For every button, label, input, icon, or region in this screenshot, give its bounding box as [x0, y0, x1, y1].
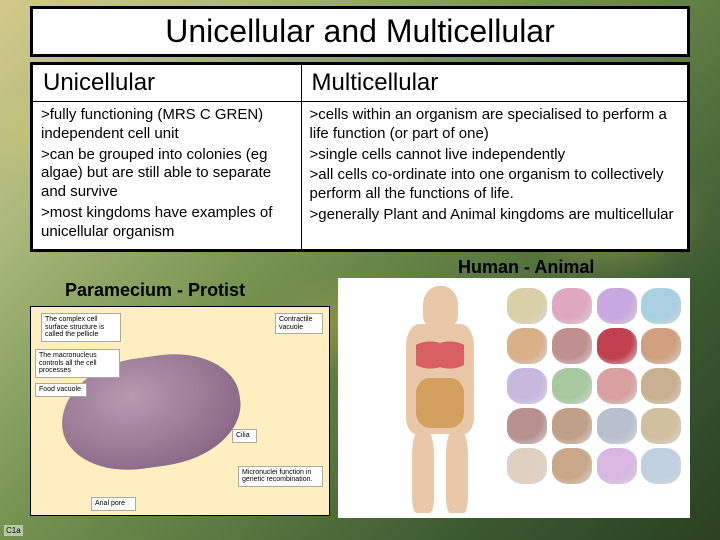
body-multicellular: >cells within an organism are specialise… [301, 102, 687, 250]
page-title: Unicellular and Multicellular [45, 13, 675, 50]
paramecium-diagram: The complex cell surface structure is ca… [30, 306, 330, 516]
organ-thumb [597, 288, 637, 324]
caption-human: Human - Animal [458, 257, 594, 278]
point: >generally Plant and Animal kingdoms are… [310, 206, 679, 225]
organ-thumb [641, 408, 681, 444]
organ-thumb [641, 328, 681, 364]
organ-thumb [641, 368, 681, 404]
point: >most kingdoms have examples of unicellu… [41, 204, 293, 242]
point: >fully functioning (MRS C GREN) independ… [41, 106, 293, 144]
comparison-table: Unicellular Multicellular >fully functio… [30, 62, 690, 252]
organ-thumb [552, 368, 592, 404]
organ-thumb [552, 288, 592, 324]
organ-thumb [641, 448, 681, 484]
organ-thumb [507, 408, 547, 444]
organ-thumb [552, 328, 592, 364]
point: >cells within an organism are specialise… [310, 106, 679, 144]
organ-thumb [597, 328, 637, 364]
organ-thumb [507, 328, 547, 364]
organ-thumb [507, 368, 547, 404]
organ-thumb [507, 288, 547, 324]
footer-code: C1a [4, 525, 23, 536]
label-macronucleus: The macronucleus controls all the cell p… [35, 349, 120, 378]
anatomy-lungs [416, 334, 464, 376]
anatomy-leg-right [446, 431, 468, 513]
anatomy-body [388, 286, 493, 511]
organ-thumb [507, 448, 547, 484]
caption-paramecium: Paramecium - Protist [65, 280, 245, 301]
organ-thumb [641, 288, 681, 324]
organ-grid [507, 288, 682, 484]
organ-thumb [597, 408, 637, 444]
point: >all cells co-ordinate into one organism… [310, 166, 679, 204]
anatomy-head [423, 286, 458, 328]
human-anatomy-diagram [338, 278, 690, 518]
anatomy-intestine [416, 378, 464, 428]
point: >single cells cannot live independently [310, 146, 679, 165]
label-surface: The complex cell surface structure is ca… [41, 313, 121, 342]
point: >can be grouped into colonies (eg algae)… [41, 146, 293, 202]
label-food: Food vacuole [35, 383, 87, 397]
label-micronuclei: Micronuclei function in genetic recombin… [238, 466, 323, 487]
organ-thumb [552, 448, 592, 484]
title-box: Unicellular and Multicellular [30, 6, 690, 57]
header-unicellular: Unicellular [33, 65, 302, 102]
organ-thumb [597, 368, 637, 404]
body-unicellular: >fully functioning (MRS C GREN) independ… [33, 102, 302, 250]
anatomy-leg-left [412, 431, 434, 513]
organ-thumb [597, 448, 637, 484]
label-pore: Anal pore [91, 497, 136, 511]
label-vacuole: Contractile vacuole [275, 313, 323, 334]
label-cilia: Cilia [232, 429, 257, 443]
organ-thumb [552, 408, 592, 444]
header-multicellular: Multicellular [301, 65, 687, 102]
